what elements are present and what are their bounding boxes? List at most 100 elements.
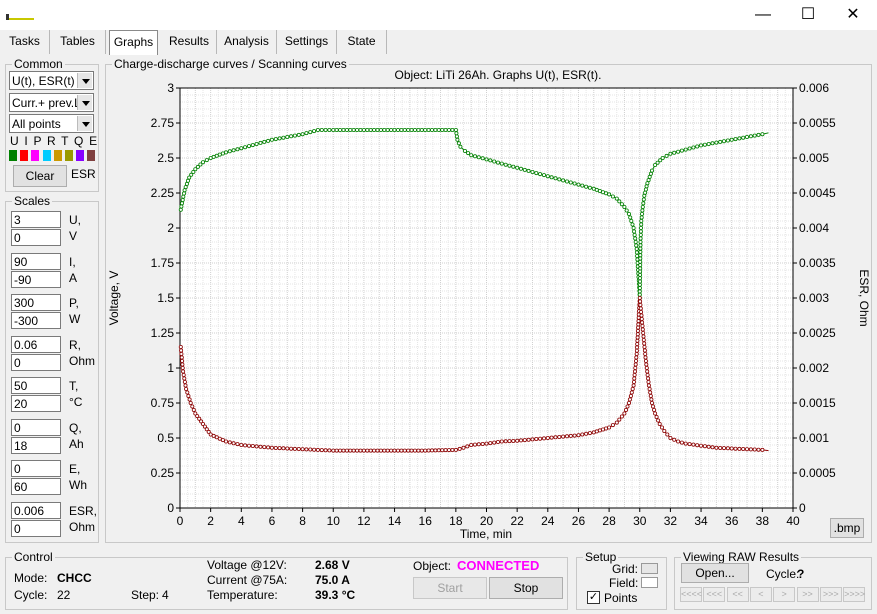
scale-max-input[interactable]: 0	[11, 460, 61, 477]
step-value: 4	[162, 588, 169, 602]
voltage-label: Voltage @12V:	[207, 558, 287, 572]
tab-tables[interactable]: Tables	[50, 30, 106, 54]
maximize-button[interactable]: ☐	[800, 6, 816, 23]
scale-unit-label: Wh	[69, 478, 87, 492]
graph-panel-title: Charge-discharge curves / Scanning curve…	[114, 57, 347, 71]
raw-nav-button[interactable]: <<	[726, 587, 749, 602]
temperature-label: Temperature:	[207, 588, 278, 602]
channel-letters: U I P R T Q E	[10, 134, 99, 148]
graph-select[interactable]: U(t), ESR(t)	[9, 71, 94, 90]
tab-tasks[interactable]: Tasks	[0, 30, 50, 54]
scale-name-label: I,	[69, 254, 76, 269]
raw-nav-button[interactable]: >	[773, 587, 796, 602]
scale-max-input[interactable]: 0	[11, 418, 61, 436]
raw-results-group: Viewing RAW Results	[674, 550, 872, 610]
raw-nav-button[interactable]: <<<	[703, 587, 726, 602]
raw-nav-button[interactable]: >>>>	[843, 587, 865, 602]
open-button[interactable]: Open...	[681, 563, 749, 583]
current-value: 75.0 A	[315, 573, 350, 587]
scale-unit-label: Ohm	[69, 519, 96, 534]
save-bmp-button[interactable]: .bmp	[830, 518, 864, 538]
tab-results[interactable]: Results	[162, 30, 217, 54]
tab-bar: Tasks Tables Graphs Results Analysis Set…	[0, 30, 877, 55]
swatch-u[interactable]	[9, 150, 17, 161]
temperature-value: 39.3 °C	[315, 588, 356, 602]
grid-color-picker[interactable]	[641, 563, 658, 574]
raw-cycle-value: ?	[797, 567, 805, 581]
raw-nav-button[interactable]: >>	[796, 587, 819, 602]
scale-unit-label: V	[69, 229, 78, 243]
scale-min-input[interactable]: 60	[11, 478, 61, 495]
scale-min-input[interactable]: 18	[11, 436, 61, 454]
scale-min-input[interactable]: 0	[11, 519, 61, 537]
stop-button[interactable]: Stop	[489, 577, 563, 599]
control-title: Control	[14, 550, 53, 564]
scale-min-input[interactable]: 0	[11, 229, 61, 246]
scale-name-label: P,	[69, 296, 79, 310]
current-label: Current @75A:	[207, 573, 288, 587]
raw-nav-button[interactable]: <<<<	[680, 587, 702, 602]
connection-status: CONNECTED	[457, 558, 540, 573]
graph-group: Charge-discharge curves / Scanning curve…	[105, 57, 872, 543]
scale-name-label: T,	[69, 379, 79, 393]
cycle-label: Cycle:	[14, 588, 48, 602]
step-label: Step:	[131, 588, 160, 602]
mode-select[interactable]: Curr.+ prev.L	[9, 93, 94, 112]
esr-label: ESR	[71, 167, 96, 181]
scale-name-label: E,	[69, 462, 81, 476]
scale-max-input[interactable]: 50	[11, 377, 61, 394]
mode-label: Mode:	[14, 571, 48, 585]
tab-state[interactable]: State	[337, 30, 387, 54]
clear-button[interactable]: Clear	[13, 165, 67, 187]
minimize-button[interactable]: —	[755, 6, 771, 23]
scale-unit-label: Ohm	[69, 353, 96, 368]
points-checkbox[interactable]: ✓	[587, 591, 600, 604]
scale-max-input[interactable]: 0.006	[11, 501, 61, 519]
scale-max-input[interactable]: 300	[11, 294, 61, 311]
swatch-q[interactable]	[65, 150, 73, 161]
points-select[interactable]: All points	[9, 114, 94, 133]
raw-nav-button[interactable]: <	[749, 587, 772, 602]
scale-name-label: Q,	[69, 420, 82, 435]
scale-min-input[interactable]: 0	[11, 353, 61, 371]
field-color-picker[interactable]	[641, 577, 658, 588]
swatch-t[interactable]	[54, 150, 62, 161]
scale-unit-label: A	[69, 270, 78, 285]
tab-graphs[interactable]: Graphs	[109, 30, 158, 55]
close-button[interactable]: ✕	[846, 6, 860, 23]
swatch-i[interactable]	[20, 150, 28, 161]
tab-settings[interactable]: Settings	[277, 30, 337, 54]
scale-max-input[interactable]: 3	[11, 211, 61, 228]
scale-min-input[interactable]: -300	[11, 312, 61, 329]
setup-title: Setup	[585, 550, 617, 564]
mode-value: CHCC	[57, 571, 92, 585]
scale-max-input[interactable]: 90	[11, 252, 61, 270]
chevron-down-icon	[77, 73, 92, 88]
start-button[interactable]: Start	[413, 577, 487, 599]
chevron-down-icon	[77, 116, 92, 131]
scale-name-label: R,	[69, 337, 81, 352]
scale-min-input[interactable]: 20	[11, 395, 61, 412]
setup-group: Setup	[576, 550, 667, 610]
tab-analysis[interactable]: Analysis	[217, 30, 277, 54]
common-group: Common	[5, 57, 99, 192]
cycle-value: 22	[57, 588, 71, 602]
points-label: Points	[604, 591, 638, 605]
title-bar: — ☐ ✕	[0, 0, 877, 30]
control-group: Control	[5, 550, 568, 610]
scale-name-label: U,	[69, 213, 81, 227]
swatch-e[interactable]	[76, 150, 84, 161]
raw-results-title: Viewing RAW Results	[683, 550, 800, 564]
scale-min-input[interactable]: -90	[11, 270, 61, 288]
scales-group: Scales	[5, 194, 99, 543]
field-label: Field:	[609, 576, 639, 590]
grid-label: Grid:	[612, 562, 639, 576]
swatch-r[interactable]	[43, 150, 51, 161]
raw-nav-button[interactable]: >>>	[819, 587, 842, 602]
swatch-esr[interactable]	[87, 150, 95, 161]
scale-max-input[interactable]: 0.06	[11, 335, 61, 353]
raw-cycle-label: Cycle:	[766, 567, 800, 581]
swatch-p[interactable]	[31, 150, 39, 161]
chevron-down-icon	[77, 95, 92, 110]
voltage-value: 2.68 V	[315, 558, 350, 572]
